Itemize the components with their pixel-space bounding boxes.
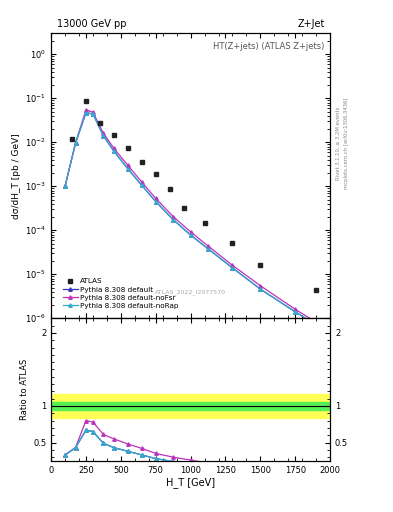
ATLAS: [230, 240, 235, 246]
Line: Pythia 8.308 default-noFsr: Pythia 8.308 default-noFsr: [63, 108, 332, 332]
Pythia 8.308 default: [230, 265, 235, 271]
Pythia 8.308 default-noRap: [171, 217, 176, 223]
ATLAS: [314, 287, 318, 293]
Pythia 8.308 default-noRap: [153, 199, 158, 205]
Pythia 8.308 default: [258, 286, 263, 292]
Pythia 8.308 default: [63, 183, 68, 189]
Pythia 8.308 default-noFsr: [112, 145, 116, 152]
ATLAS: [140, 159, 144, 165]
Pythia 8.308 default-noRap: [91, 111, 95, 117]
ATLAS: [181, 205, 186, 211]
Pythia 8.308 default-noRap: [230, 265, 235, 271]
Text: mcplots.cern.ch [arXiv:1306.3436]: mcplots.cern.ch [arXiv:1306.3436]: [344, 98, 349, 189]
Pythia 8.308 default: [293, 309, 298, 315]
Pythia 8.308 default-noFsr: [101, 130, 106, 136]
Pythia 8.308 default-noFsr: [206, 243, 210, 249]
Pythia 8.308 default: [101, 133, 106, 139]
Line: Pythia 8.308 default: Pythia 8.308 default: [63, 111, 332, 335]
ATLAS: [125, 145, 130, 151]
Line: ATLAS: ATLAS: [70, 99, 319, 292]
Text: HT(Z+jets) (ATLAS Z+jets): HT(Z+jets) (ATLAS Z+jets): [213, 42, 325, 51]
ATLAS: [112, 132, 116, 138]
Pythia 8.308 default-noRap: [206, 246, 210, 252]
Pythia 8.308 default-noFsr: [188, 229, 193, 235]
Bar: [51, 394, 330, 418]
Pythia 8.308 default: [84, 110, 88, 116]
Legend: ATLAS, Pythia 8.308 default, Pythia 8.308 default-noFsr, Pythia 8.308 default-no: ATLAS, Pythia 8.308 default, Pythia 8.30…: [63, 278, 179, 309]
Pythia 8.308 default-noRap: [188, 232, 193, 238]
Pythia 8.308 default-noRap: [293, 309, 298, 315]
Text: Z+Jet: Z+Jet: [297, 19, 325, 29]
Text: Rivet 3.1.10, ≥ 3.2M events: Rivet 3.1.10, ≥ 3.2M events: [336, 106, 341, 180]
Pythia 8.308 default-noRap: [140, 182, 144, 188]
Pythia 8.308 default-noFsr: [258, 283, 263, 289]
Pythia 8.308 default-noRap: [101, 133, 106, 139]
Pythia 8.308 default-noFsr: [63, 183, 68, 189]
Pythia 8.308 default-noFsr: [328, 328, 332, 334]
ATLAS: [84, 98, 88, 104]
Pythia 8.308 default: [112, 148, 116, 154]
Pythia 8.308 default-noRap: [328, 330, 332, 336]
Pythia 8.308 default: [140, 182, 144, 188]
Pythia 8.308 default-noRap: [258, 286, 263, 292]
Pythia 8.308 default-noFsr: [153, 196, 158, 202]
ATLAS: [97, 119, 102, 125]
Pythia 8.308 default-noFsr: [91, 109, 95, 115]
Pythia 8.308 default-noRap: [112, 148, 116, 154]
ATLAS: [70, 136, 74, 142]
Y-axis label: Ratio to ATLAS: Ratio to ATLAS: [20, 359, 29, 420]
Pythia 8.308 default-noFsr: [84, 106, 88, 113]
ATLAS: [202, 220, 207, 226]
Pythia 8.308 default-noFsr: [73, 140, 78, 146]
Pythia 8.308 default: [73, 140, 78, 146]
Y-axis label: dσ/dH_T [pb / GeV]: dσ/dH_T [pb / GeV]: [12, 133, 21, 219]
Pythia 8.308 default: [188, 232, 193, 238]
Pythia 8.308 default: [125, 166, 130, 172]
Text: 13000 GeV pp: 13000 GeV pp: [57, 19, 126, 29]
Bar: [51, 401, 330, 411]
X-axis label: H_T [GeV]: H_T [GeV]: [166, 477, 215, 488]
Text: ATLAS_2022_I2077570: ATLAS_2022_I2077570: [155, 290, 226, 295]
Pythia 8.308 default-noRap: [73, 140, 78, 146]
Pythia 8.308 default: [153, 199, 158, 205]
Pythia 8.308 default-noFsr: [140, 179, 144, 185]
Pythia 8.308 default-noFsr: [230, 262, 235, 268]
ATLAS: [167, 186, 172, 193]
Pythia 8.308 default-noFsr: [125, 162, 130, 168]
Line: Pythia 8.308 default-noRap: Pythia 8.308 default-noRap: [63, 111, 332, 335]
Pythia 8.308 default-noRap: [125, 166, 130, 172]
Pythia 8.308 default: [206, 246, 210, 252]
Pythia 8.308 default-noRap: [63, 183, 68, 189]
Pythia 8.308 default-noFsr: [293, 306, 298, 312]
Pythia 8.308 default-noFsr: [171, 214, 176, 220]
Pythia 8.308 default: [328, 330, 332, 336]
ATLAS: [153, 171, 158, 177]
Pythia 8.308 default-noRap: [84, 110, 88, 116]
Pythia 8.308 default: [171, 217, 176, 223]
Pythia 8.308 default: [91, 111, 95, 117]
ATLAS: [258, 262, 263, 268]
